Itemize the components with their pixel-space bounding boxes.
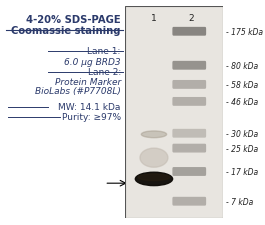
Ellipse shape — [140, 148, 168, 167]
Text: Purity: ≥97%: Purity: ≥97% — [62, 112, 121, 122]
Text: 1: 1 — [151, 14, 157, 23]
Ellipse shape — [138, 174, 170, 181]
FancyBboxPatch shape — [173, 28, 205, 36]
FancyBboxPatch shape — [173, 198, 205, 205]
Text: Lane 2:: Lane 2: — [88, 68, 121, 76]
Text: 4-20% SDS-PAGE: 4-20% SDS-PAGE — [26, 15, 121, 25]
Text: MW: 14.1 kDa: MW: 14.1 kDa — [59, 102, 121, 111]
FancyBboxPatch shape — [173, 168, 205, 176]
Text: - 25 kDa: - 25 kDa — [226, 144, 258, 153]
FancyBboxPatch shape — [173, 130, 205, 137]
Text: 6.0 μg BRD3: 6.0 μg BRD3 — [64, 57, 121, 66]
Text: - 58 kDa: - 58 kDa — [226, 81, 258, 90]
Text: Coomassie staining: Coomassie staining — [11, 26, 121, 36]
FancyBboxPatch shape — [173, 81, 205, 89]
Text: 2: 2 — [188, 14, 194, 23]
FancyBboxPatch shape — [173, 98, 205, 106]
Text: - 175 kDa: - 175 kDa — [226, 28, 263, 37]
Text: BioLabs (#P7708L): BioLabs (#P7708L) — [35, 87, 121, 96]
FancyBboxPatch shape — [173, 145, 205, 152]
Text: Lane 1:: Lane 1: — [87, 47, 121, 56]
Text: - 80 kDa: - 80 kDa — [226, 61, 258, 70]
Text: - 30 kDa: - 30 kDa — [226, 129, 258, 138]
Text: - 7 kDa: - 7 kDa — [226, 197, 253, 206]
Text: - 17 kDa: - 17 kDa — [226, 167, 258, 176]
Text: - 46 kDa: - 46 kDa — [226, 97, 258, 106]
FancyBboxPatch shape — [173, 62, 205, 70]
Text: Protein Marker: Protein Marker — [55, 78, 121, 87]
Ellipse shape — [135, 172, 173, 186]
Ellipse shape — [141, 131, 167, 138]
